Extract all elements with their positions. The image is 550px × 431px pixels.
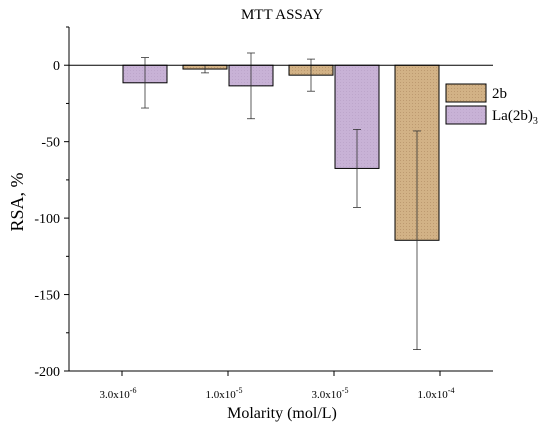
- legend-label: 2b: [492, 86, 507, 102]
- x-tick-label: 1.0x10-4: [418, 386, 455, 401]
- chart-title: MTT ASSAY: [241, 7, 323, 23]
- x-axis-label: Molarity (mol/L): [227, 405, 337, 422]
- legend-label: La(2b)3: [492, 108, 538, 127]
- y-tick-label: 0: [53, 59, 60, 74]
- legend: 2b La(2b)3: [445, 83, 538, 127]
- y-tick-label: -200: [34, 365, 60, 380]
- plot-area: 0 -50 -100 -150 -200 3.0x10-6 1.0x10-5 3.0x10-5…: [34, 26, 493, 401]
- x-tick-label: 1.0x10-5: [206, 386, 243, 401]
- legend-swatch: [445, 105, 487, 125]
- y-tick-label: -50: [41, 136, 60, 151]
- y-axis-label: RSA, %: [7, 172, 27, 231]
- y-tick-label: -150: [34, 289, 60, 304]
- x-tick-label: 3.0x10-6: [100, 386, 137, 401]
- legend-swatch: [445, 83, 487, 103]
- x-tick-label: 3.0x10-5: [312, 386, 349, 401]
- y-tick-label: -100: [34, 212, 60, 227]
